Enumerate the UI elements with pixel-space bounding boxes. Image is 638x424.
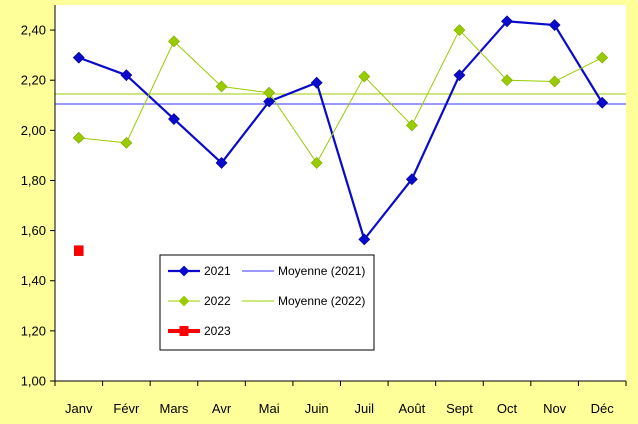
data-point-2021-mai xyxy=(263,95,276,108)
data-point-2023-janv xyxy=(74,245,84,256)
legend-label-moyenne-2022: Moyenne (2022) xyxy=(278,294,365,308)
data-point-2021-oct xyxy=(501,15,513,28)
data-point-2021-nov xyxy=(548,19,561,31)
x-tick-label: Avr xyxy=(212,401,232,416)
legend-label-2023: 2023 xyxy=(204,324,231,338)
x-tick-label: Sept xyxy=(446,401,473,416)
legend-marker-2021 xyxy=(178,265,190,277)
x-tick-label: Févr xyxy=(113,401,140,416)
data-point-2022-sept xyxy=(453,24,466,36)
data-point-2021-ao-t xyxy=(405,173,418,186)
data-point-2022-nov xyxy=(548,75,561,88)
data-point-2022-juin xyxy=(310,156,323,169)
data-point-2021-juil xyxy=(358,233,371,246)
data-point-2022-d-c xyxy=(596,51,609,64)
data-point-2022-janv xyxy=(72,131,85,144)
data-point-2022-mai xyxy=(263,86,276,99)
series-line-2022 xyxy=(78,29,603,164)
y-tick-label: 1,40 xyxy=(21,273,46,288)
data-point-2021-juin xyxy=(310,76,323,89)
x-tick-label: Juin xyxy=(305,401,329,416)
series-line-2021 xyxy=(78,20,604,241)
x-tick-label: Déc xyxy=(591,401,615,416)
x-tick-label: Janv xyxy=(65,401,93,416)
data-point-2021-mars xyxy=(168,113,180,125)
y-tick-label: 1,80 xyxy=(21,173,46,188)
y-tick-label: 2,00 xyxy=(21,123,46,138)
data-point-2021-janv xyxy=(72,51,85,64)
y-tick-label: 2,40 xyxy=(21,23,46,38)
data-point-2021-sept xyxy=(453,69,466,82)
data-point-2021-d-c xyxy=(596,96,609,109)
data-point-2021-avr xyxy=(215,156,228,169)
legend-marker-2023 xyxy=(179,326,189,336)
legend-marker-2022 xyxy=(178,295,190,307)
y-tick-label: 1,20 xyxy=(21,323,46,338)
y-tick-label: 1,00 xyxy=(21,374,46,389)
y-tick-label: 2,20 xyxy=(21,73,46,88)
x-tick-label: Août xyxy=(399,401,426,416)
x-tick-label: Nov xyxy=(543,401,567,416)
x-tick-label: Mai xyxy=(259,401,280,416)
legend-label-2021: 2021 xyxy=(204,264,231,278)
x-tick-label: Oct xyxy=(497,401,518,416)
data-point-2022-juil xyxy=(358,70,371,83)
data-point-2021-f-vr xyxy=(120,69,133,82)
y-tick-label: 1,60 xyxy=(21,223,46,238)
data-point-2022-f-vr xyxy=(120,136,133,149)
data-point-2022-mars xyxy=(168,35,180,48)
legend-label-moyenne-2021: Moyenne (2021) xyxy=(278,264,365,278)
legend-label-2022: 2022 xyxy=(204,294,231,308)
data-point-2022-oct xyxy=(501,74,513,87)
data-point-2022-avr xyxy=(215,80,228,93)
data-point-2022-ao-t xyxy=(405,119,418,132)
x-tick-label: Juil xyxy=(355,401,375,416)
x-tick-label: Mars xyxy=(160,401,189,416)
